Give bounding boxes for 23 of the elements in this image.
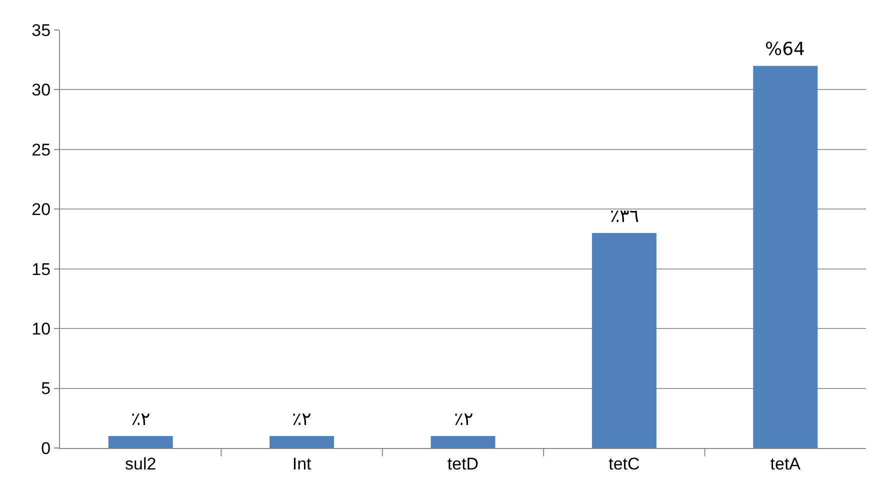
x-tick-label: sul2 bbox=[125, 454, 156, 474]
bar bbox=[270, 436, 334, 448]
x-tick-label: Int bbox=[292, 454, 312, 474]
y-tick-label: 20 bbox=[32, 200, 51, 220]
x-tick-label: tetD bbox=[447, 454, 479, 474]
bar bbox=[592, 233, 656, 448]
y-tick-label: 10 bbox=[32, 320, 51, 339]
y-tick-label: 0 bbox=[41, 438, 51, 458]
annotation: ٪٢ bbox=[131, 409, 150, 430]
annotation: ٪٢ bbox=[292, 409, 312, 430]
y-tick-label: 30 bbox=[32, 80, 51, 100]
annotation: %64 bbox=[765, 39, 806, 60]
y-tick-label: 15 bbox=[32, 260, 51, 279]
x-tick-label: tetA bbox=[770, 454, 802, 474]
bar bbox=[430, 436, 496, 448]
annotation: ٪٣٦ bbox=[610, 206, 640, 227]
bar bbox=[108, 436, 173, 448]
y-tick-label: 25 bbox=[32, 140, 51, 160]
annotation: ٪٢ bbox=[454, 409, 474, 430]
bar bbox=[753, 66, 818, 448]
x-tick-label: tetC bbox=[608, 454, 640, 474]
y-tick-label: 5 bbox=[41, 379, 51, 398]
y-tick-label: 35 bbox=[32, 20, 51, 40]
